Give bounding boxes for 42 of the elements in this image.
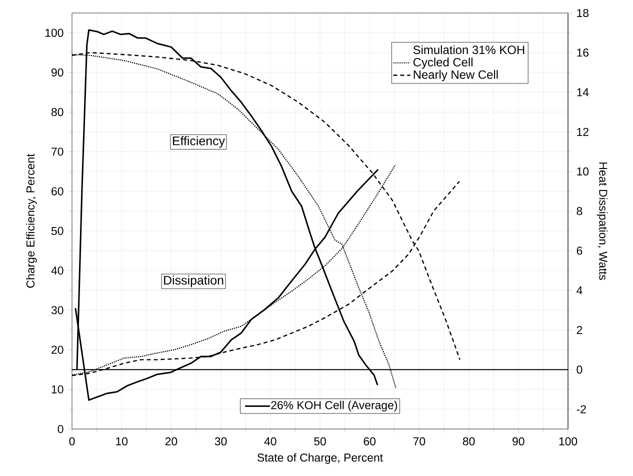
x-tick-label: 100	[559, 437, 578, 446]
y2-tick-label: 18	[577, 8, 589, 18]
y-tick-label: 10	[52, 385, 64, 394]
x-tick-label: 50	[314, 437, 326, 446]
y-tick-label: 80	[51, 108, 64, 116]
legend-title: Simulation 31% KOH	[413, 45, 524, 54]
y2-tick-label: 16	[577, 48, 589, 57]
y-tick-label: 30	[51, 306, 64, 314]
y2-tick-label: -2	[576, 405, 586, 414]
y2-tick-label: 4	[576, 286, 582, 294]
y-axis-title: Charge Efficiency, Percent	[26, 154, 37, 288]
y-tick-label: 40	[51, 266, 64, 275]
y2-tick-label: 12	[577, 128, 588, 136]
x-tick-label: 80	[462, 437, 475, 446]
annotation: Dissipation	[164, 276, 224, 288]
x-tick-label: 10	[116, 437, 128, 446]
y2-tick-label: 6	[576, 246, 582, 255]
y2-tick-label: 10	[577, 167, 589, 176]
x-tick-label: 40	[264, 437, 276, 446]
annotation: Efficiency	[172, 136, 225, 148]
legend-label: 26% KOH Cell (Average)	[271, 400, 398, 412]
x-tick-label: 70	[413, 437, 426, 446]
y-tick-label: 70	[52, 148, 64, 156]
y-tick-label: 50	[51, 226, 64, 235]
y2-tick-label: 14	[577, 88, 589, 96]
x-tick-label: 90	[512, 437, 524, 446]
y2-tick-label: 2	[576, 326, 582, 334]
y2-tick-label: 8	[576, 207, 582, 216]
legend-label: Nearly New Cell	[414, 70, 498, 82]
y-tick-label: 90	[52, 68, 64, 76]
x-tick-label: 60	[364, 437, 376, 446]
x-tick-label: 0	[69, 437, 75, 446]
y-tick-label: 100	[45, 28, 64, 37]
y-tick-label: 20	[52, 346, 64, 354]
legend-label: Cycled Cell	[413, 58, 472, 69]
y-tick-label: 60	[52, 187, 64, 196]
x-tick-label: 20	[165, 437, 178, 446]
y2-axis-title: Heat Dissipation, Watts	[596, 162, 608, 280]
x-axis-title: State of Charge, Percent	[257, 453, 383, 464]
y-tick-label: 0	[58, 424, 64, 434]
x-tick-label: 30	[214, 437, 227, 446]
y2-tick-label: 0	[576, 366, 582, 374]
